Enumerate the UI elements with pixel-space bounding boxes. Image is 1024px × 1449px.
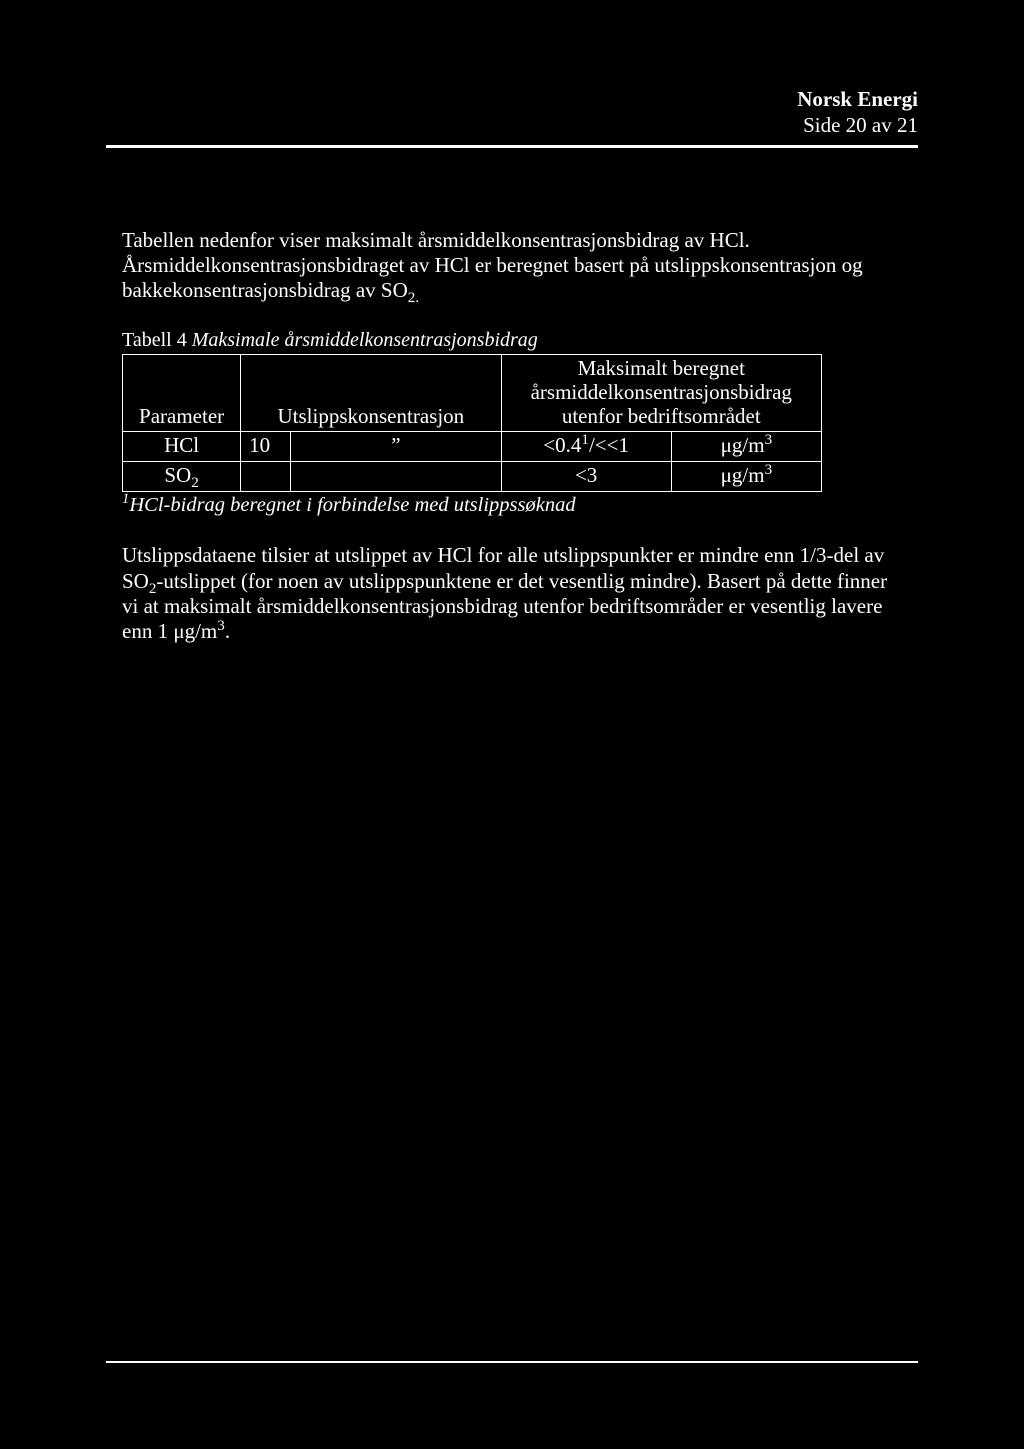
table-header-row: Parameter Utslippskonsentrasjon Maksimal… [123, 355, 822, 432]
body-after-3: . [225, 619, 230, 643]
body-after-sup: 3 [217, 618, 225, 634]
table-caption: Tabell 4 Maksimale årsmiddelkonsentrasjo… [106, 329, 918, 352]
cell-unit-pre: μg/m [721, 463, 765, 487]
table-footnote: 1HCl-bidrag beregnet i forbindelse med u… [106, 494, 918, 517]
cell-param-text: HCl [164, 433, 199, 457]
table-caption-prefix: Tabell 4 [122, 329, 192, 351]
header-page-number: Side 20 av 21 [106, 112, 918, 138]
cell-v2-pre: <0.4 [543, 433, 581, 457]
cell-unit-sup: 3 [765, 432, 773, 448]
cell-param: HCl [123, 432, 241, 462]
footer-rule [106, 1361, 918, 1363]
cell-v2-pre: <3 [575, 463, 597, 487]
cell-dd [291, 462, 501, 492]
cell-v2-sup: 1 [581, 432, 589, 448]
header-rule [106, 145, 918, 148]
cell-v2-post: /<<1 [589, 433, 629, 457]
body-paragraph: Utslippsdataene tilsier at utslippet av … [106, 543, 918, 644]
cell-unit-sup: 3 [765, 462, 773, 478]
header-org: Norsk Energi [106, 86, 918, 112]
table-row: SO2 <3 μg/m3 [123, 462, 822, 492]
th-utslipp: Utslippskonsentrasjon [241, 355, 501, 432]
cell-unit: μg/m3 [671, 462, 821, 492]
cell-v2: <0.41/<<1 [501, 432, 671, 462]
table-row: HCl 10 ” <0.41/<<1 μg/m3 [123, 432, 822, 462]
page: Norsk Energi Side 20 av 21 Tabellen nede… [0, 0, 1024, 1449]
cell-val [241, 462, 291, 492]
footnote-text: HCl-bidrag beregnet i forbindelse med ut… [129, 494, 575, 516]
cell-param-sub: 2 [191, 476, 199, 492]
table-wrap: Parameter Utslippskonsentrasjon Maksimal… [106, 354, 918, 492]
page-header: Norsk Energi Side 20 av 21 [106, 86, 918, 139]
cell-unit: μg/m3 [671, 432, 821, 462]
cell-v2: <3 [501, 462, 671, 492]
th-maks: Maksimalt beregnet årsmiddelkonsentrasjo… [501, 355, 821, 432]
intro-subscript: 2. [408, 290, 419, 306]
intro-text: Tabellen nedenfor viser maksimalt årsmid… [122, 228, 863, 302]
emissions-table: Parameter Utslippskonsentrasjon Maksimal… [122, 354, 822, 492]
th-parameter: Parameter [123, 355, 241, 432]
cell-unit-pre: μg/m [721, 433, 765, 457]
body-after-2: -utslippet (for noen av utslippspunktene… [122, 569, 887, 643]
cell-param: SO2 [123, 462, 241, 492]
table-caption-italic: Maksimale årsmiddelkonsentrasjonsbidrag [192, 329, 538, 351]
cell-dd: ” [291, 432, 501, 462]
cell-param-text: SO [164, 463, 191, 487]
intro-paragraph: Tabellen nedenfor viser maksimalt årsmid… [106, 228, 918, 304]
cell-val: 10 [241, 432, 291, 462]
